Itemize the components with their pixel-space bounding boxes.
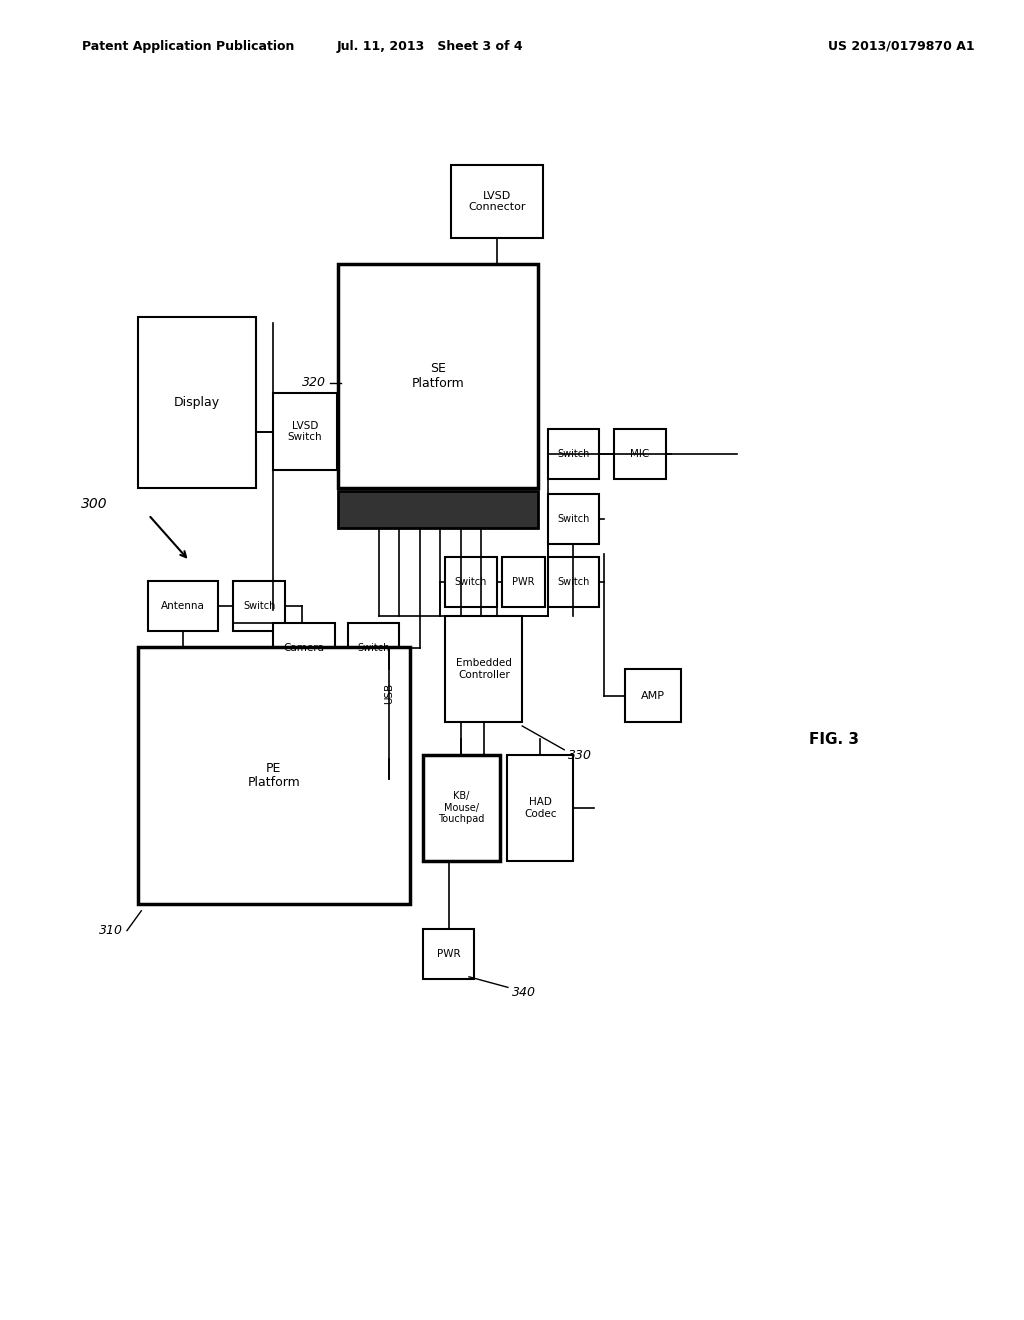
Text: FIG. 3: FIG. 3 bbox=[809, 731, 859, 747]
Text: 330: 330 bbox=[568, 748, 592, 762]
Text: Switch: Switch bbox=[357, 643, 390, 653]
Text: 340: 340 bbox=[512, 986, 536, 999]
Text: KB/
Mouse/
Touchpad: KB/ Mouse/ Touchpad bbox=[438, 791, 484, 825]
FancyBboxPatch shape bbox=[502, 557, 545, 607]
Text: Switch: Switch bbox=[557, 577, 590, 587]
FancyBboxPatch shape bbox=[625, 669, 681, 722]
Text: PWR: PWR bbox=[436, 949, 461, 960]
Text: HAD
Codec: HAD Codec bbox=[524, 797, 556, 818]
Text: 310: 310 bbox=[99, 924, 123, 937]
Bar bbox=[423, 755, 500, 861]
Text: USB: USB bbox=[384, 682, 394, 704]
Bar bbox=[138, 647, 410, 904]
Text: Jul. 11, 2013   Sheet 3 of 4: Jul. 11, 2013 Sheet 3 of 4 bbox=[337, 40, 523, 53]
Text: PE
Platform: PE Platform bbox=[248, 762, 300, 789]
Text: Display: Display bbox=[174, 396, 220, 409]
Text: Antenna: Antenna bbox=[162, 601, 205, 611]
FancyBboxPatch shape bbox=[548, 557, 599, 607]
Text: Switch: Switch bbox=[455, 577, 487, 587]
FancyBboxPatch shape bbox=[423, 929, 474, 979]
Text: MIC: MIC bbox=[631, 449, 649, 459]
Bar bbox=[338, 491, 538, 528]
FancyBboxPatch shape bbox=[445, 557, 497, 607]
Text: Camera: Camera bbox=[284, 643, 325, 653]
Bar bbox=[338, 264, 538, 488]
Text: 320: 320 bbox=[302, 376, 326, 389]
Text: Embedded
Controller: Embedded Controller bbox=[456, 659, 512, 680]
Text: AMP: AMP bbox=[641, 690, 665, 701]
Text: 300: 300 bbox=[81, 498, 108, 511]
Text: US 2013/0179870 A1: US 2013/0179870 A1 bbox=[827, 40, 975, 53]
Text: Switch: Switch bbox=[243, 601, 275, 611]
FancyBboxPatch shape bbox=[614, 429, 666, 479]
FancyBboxPatch shape bbox=[548, 429, 599, 479]
FancyBboxPatch shape bbox=[507, 755, 573, 861]
FancyBboxPatch shape bbox=[273, 623, 335, 673]
Text: Switch: Switch bbox=[557, 449, 590, 459]
Text: LVSD
Switch: LVSD Switch bbox=[288, 421, 323, 442]
FancyBboxPatch shape bbox=[445, 616, 522, 722]
Text: Patent Application Publication: Patent Application Publication bbox=[82, 40, 294, 53]
Text: PWR: PWR bbox=[512, 577, 535, 587]
FancyBboxPatch shape bbox=[273, 393, 337, 470]
FancyBboxPatch shape bbox=[548, 494, 599, 544]
Text: SE
Platform: SE Platform bbox=[412, 362, 464, 391]
FancyBboxPatch shape bbox=[451, 165, 543, 238]
Text: LVSD
Connector: LVSD Connector bbox=[468, 190, 525, 213]
FancyBboxPatch shape bbox=[138, 317, 256, 488]
FancyBboxPatch shape bbox=[148, 581, 218, 631]
FancyBboxPatch shape bbox=[348, 623, 399, 673]
FancyBboxPatch shape bbox=[233, 581, 285, 631]
Text: Switch: Switch bbox=[557, 513, 590, 524]
